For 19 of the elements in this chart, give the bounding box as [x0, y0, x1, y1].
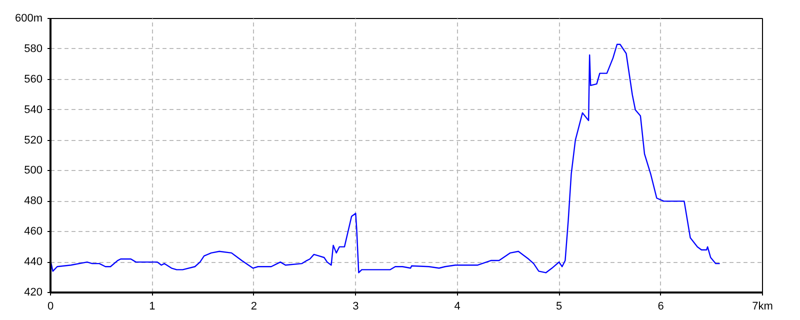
- y-tick-label: 420: [24, 286, 43, 298]
- line-series: [50, 44, 720, 274]
- y-tick-label: 600m: [14, 12, 43, 24]
- y-tick-label: 560: [24, 73, 43, 86]
- x-tick-label: 0: [47, 300, 54, 312]
- y-tick-label: 540: [24, 104, 43, 116]
- x-tick-label: 5: [556, 300, 562, 312]
- x-tick-label: 4: [454, 300, 460, 312]
- y-tick-label: 440: [24, 256, 43, 268]
- x-tick-label: 7km: [752, 300, 773, 312]
- x-tick-label: 6: [658, 300, 664, 312]
- x-tick-label: 1: [149, 300, 156, 312]
- y-tick-label: 480: [24, 195, 43, 208]
- x-tick-label: 2: [250, 300, 257, 312]
- y-tick-label: 520: [24, 134, 43, 146]
- y-tick-label: 500: [24, 164, 43, 177]
- y-tick-label: 460: [24, 226, 43, 238]
- x-tick-label: 3: [352, 300, 359, 312]
- y-tick-label: 580: [24, 42, 43, 55]
